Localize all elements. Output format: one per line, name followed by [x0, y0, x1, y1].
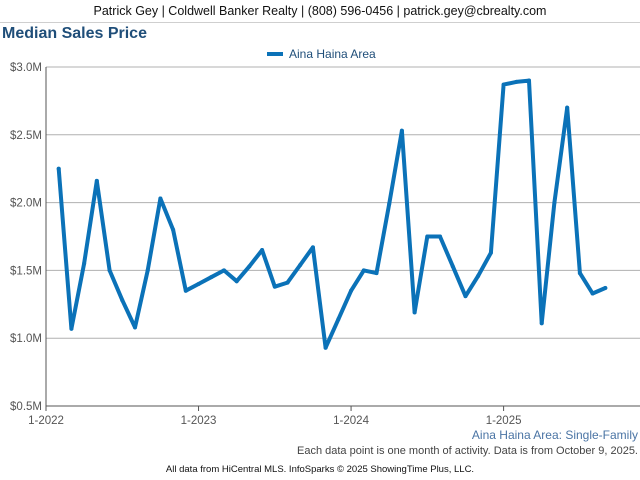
x-tick-label: 1-2022 [28, 415, 64, 427]
x-axis: 1-2022 1-2023 1-2024 1-2025 [28, 405, 640, 427]
data-point [425, 234, 430, 239]
chart-subtitle: Aina Haina Area: Single-Family [471, 428, 638, 442]
data-point [323, 345, 328, 350]
data-point [221, 268, 226, 273]
data-point [527, 78, 532, 83]
data-point [234, 279, 239, 284]
data-point [310, 245, 315, 250]
data-point [399, 128, 404, 133]
series-line [56, 78, 608, 350]
y-tick-label: $2.5M [10, 130, 42, 142]
data-point [539, 321, 544, 326]
data-point [158, 196, 163, 201]
data-point [361, 268, 366, 273]
data-point [438, 234, 443, 239]
data-point [488, 250, 493, 255]
data-point [514, 79, 519, 84]
x-tick-label: 1-2023 [181, 415, 217, 427]
series-layer [56, 78, 608, 350]
data-point [69, 326, 74, 331]
y-tick-label: $0.5M [10, 401, 42, 413]
data-point [171, 227, 176, 232]
legend-label: Aina Haina Area [289, 47, 376, 61]
data-point [336, 317, 341, 322]
data-point [501, 82, 506, 87]
legend: Aina Haina Area [267, 47, 376, 61]
agent-contact-header: Patrick Gey | Coldwell Banker Realty | (… [0, 0, 640, 23]
data-point [82, 261, 87, 266]
data-point [285, 280, 290, 285]
data-point [298, 262, 303, 267]
y-tick-label: $2.0M [10, 198, 42, 210]
data-point [349, 288, 354, 293]
data-point [374, 271, 379, 276]
data-note: Each data point is one month of activity… [297, 445, 638, 457]
data-point [552, 200, 557, 205]
data-point [196, 281, 201, 286]
data-point [412, 310, 417, 315]
x-tick-label: 1-2025 [486, 415, 522, 427]
data-point [565, 105, 570, 110]
data-point [107, 268, 112, 273]
data-credit: All data from HiCentral MLS. InfoSparks … [165, 464, 475, 475]
y-tick-label: $1.5M [10, 265, 42, 277]
data-point [450, 264, 455, 269]
data-point [577, 271, 582, 276]
data-point [120, 298, 125, 303]
chart-title: Median Sales Price [2, 25, 147, 42]
data-point [209, 275, 214, 280]
data-point [463, 294, 468, 299]
data-point [476, 273, 481, 278]
data-point [145, 268, 150, 273]
y-tick-label: $1.0M [10, 333, 42, 345]
data-point [387, 201, 392, 206]
y-axis: $0.5M $1.0M $1.5M $2.0M $2.5M $3.0M [10, 62, 47, 413]
data-point [272, 284, 277, 289]
data-point [56, 166, 61, 171]
data-point [132, 325, 137, 330]
data-point [260, 248, 265, 253]
data-point [183, 288, 188, 293]
data-point [603, 286, 608, 291]
y-tick-label: $3.0M [10, 62, 42, 74]
data-point [94, 178, 99, 183]
data-point [590, 291, 595, 296]
data-point [247, 264, 252, 269]
x-tick-label: 1-2024 [333, 415, 369, 427]
